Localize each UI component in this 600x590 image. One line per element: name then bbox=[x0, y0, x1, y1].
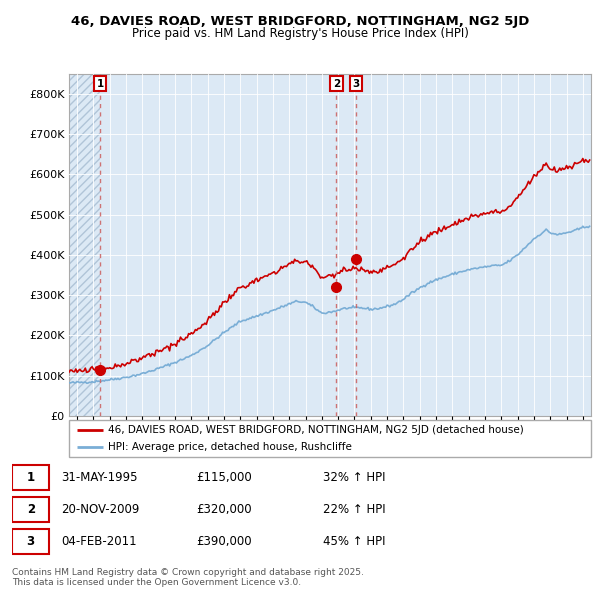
Text: 31-MAY-1995: 31-MAY-1995 bbox=[61, 471, 137, 484]
Text: 20-NOV-2009: 20-NOV-2009 bbox=[61, 503, 139, 516]
Text: 46, DAVIES ROAD, WEST BRIDGFORD, NOTTINGHAM, NG2 5JD (detached house): 46, DAVIES ROAD, WEST BRIDGFORD, NOTTING… bbox=[108, 425, 524, 435]
Text: 46, DAVIES ROAD, WEST BRIDGFORD, NOTTINGHAM, NG2 5JD: 46, DAVIES ROAD, WEST BRIDGFORD, NOTTING… bbox=[71, 15, 529, 28]
Text: £320,000: £320,000 bbox=[196, 503, 252, 516]
Text: 3: 3 bbox=[352, 79, 359, 89]
FancyBboxPatch shape bbox=[12, 465, 49, 490]
Text: 3: 3 bbox=[26, 535, 35, 548]
Text: 1: 1 bbox=[97, 79, 104, 89]
Text: 2: 2 bbox=[333, 79, 340, 89]
Text: Price paid vs. HM Land Registry's House Price Index (HPI): Price paid vs. HM Land Registry's House … bbox=[131, 27, 469, 40]
Bar bbox=[69, 74, 100, 416]
Text: 1: 1 bbox=[26, 471, 35, 484]
Text: 45% ↑ HPI: 45% ↑ HPI bbox=[323, 535, 386, 548]
FancyBboxPatch shape bbox=[69, 420, 591, 457]
Text: Contains HM Land Registry data © Crown copyright and database right 2025.
This d: Contains HM Land Registry data © Crown c… bbox=[12, 568, 364, 587]
Text: 04-FEB-2011: 04-FEB-2011 bbox=[61, 535, 137, 548]
Text: 2: 2 bbox=[26, 503, 35, 516]
Text: 22% ↑ HPI: 22% ↑ HPI bbox=[323, 503, 386, 516]
Text: 32% ↑ HPI: 32% ↑ HPI bbox=[323, 471, 386, 484]
Text: £115,000: £115,000 bbox=[196, 471, 252, 484]
Text: HPI: Average price, detached house, Rushcliffe: HPI: Average price, detached house, Rush… bbox=[108, 442, 352, 452]
FancyBboxPatch shape bbox=[12, 497, 49, 522]
FancyBboxPatch shape bbox=[12, 529, 49, 554]
Text: £390,000: £390,000 bbox=[196, 535, 252, 548]
